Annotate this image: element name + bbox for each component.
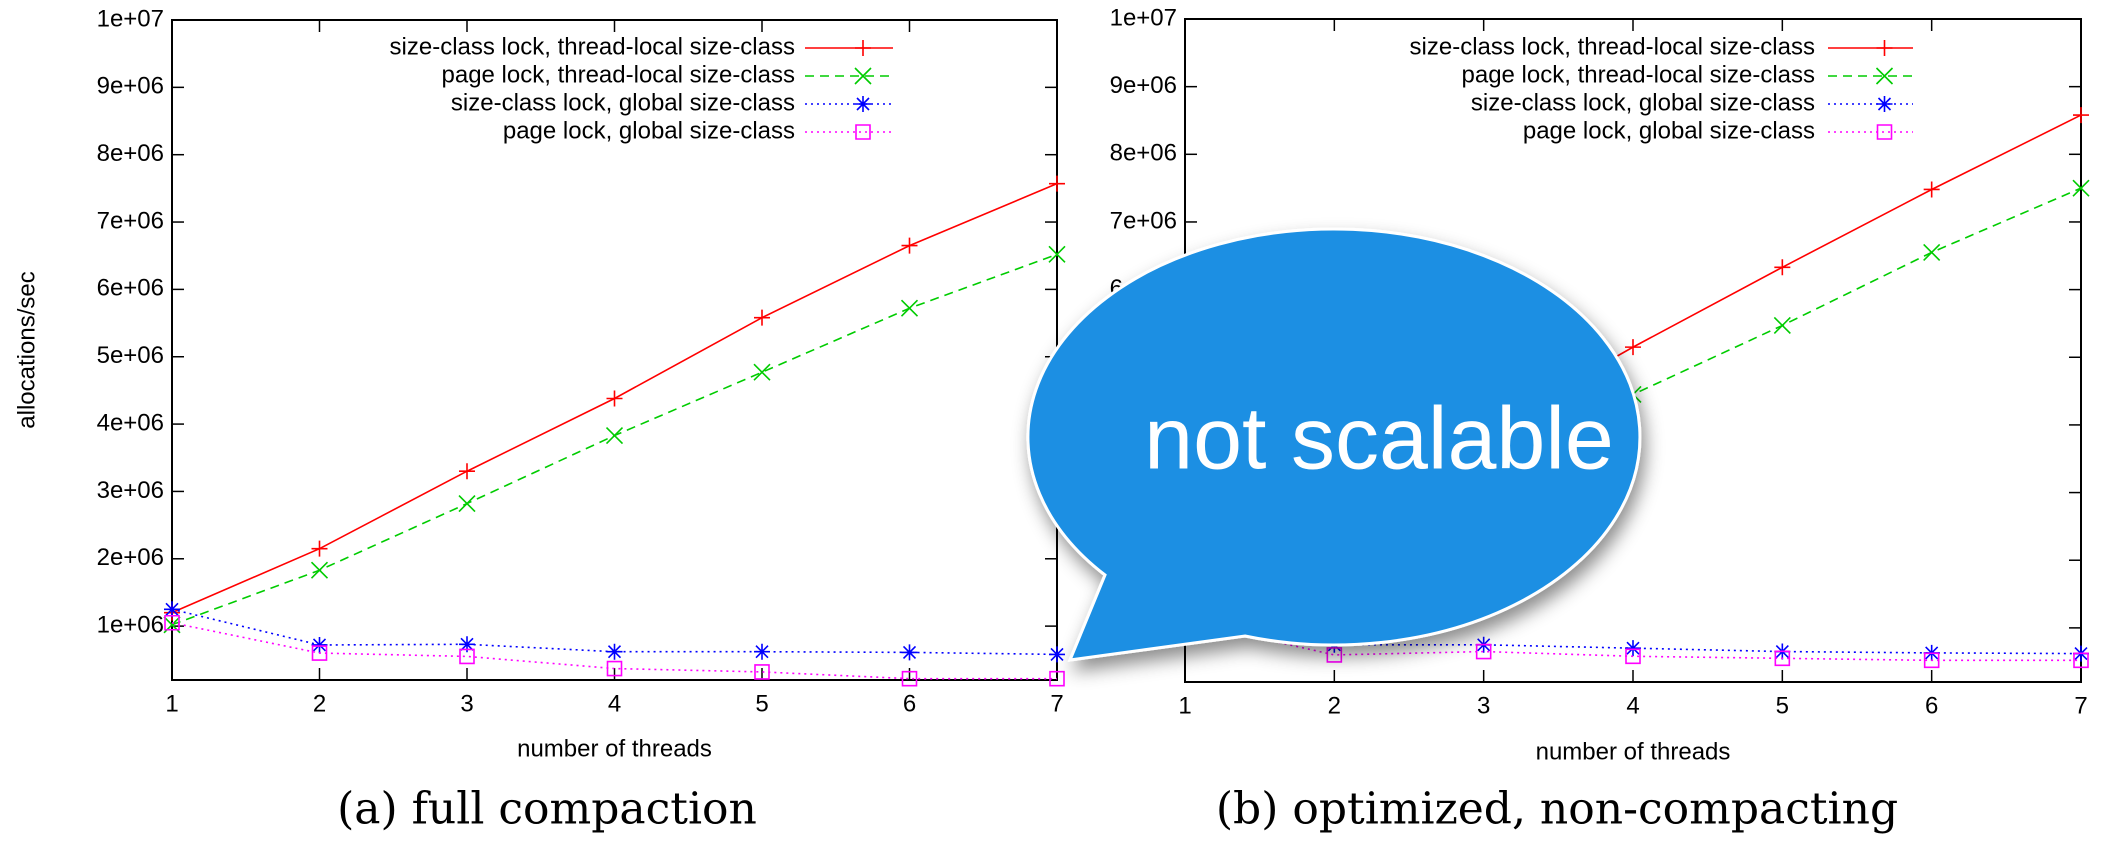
x-tick-label: 7 bbox=[2074, 692, 2087, 719]
x-tick-label: 3 bbox=[1477, 692, 1490, 719]
y-tick-label: 6e+06 bbox=[97, 275, 164, 302]
caption: (a) full compaction bbox=[337, 784, 757, 835]
y-tick-label: 5e+06 bbox=[97, 342, 164, 369]
y-tick-label: 9e+06 bbox=[97, 73, 164, 100]
x-tick-label: 4 bbox=[1626, 692, 1639, 719]
series-line bbox=[172, 254, 1057, 624]
data-point bbox=[164, 601, 180, 617]
legend-marker bbox=[1877, 40, 1893, 56]
y-tick-label: 2e+06 bbox=[97, 544, 164, 571]
chart: 1e+06 2e+06 3e+06 4e+06 5e+06 6e+06 7e+06 8e+06… bbox=[13, 5, 1065, 834]
data-point bbox=[1049, 176, 1065, 192]
caption: (b) optimized, non-compacting bbox=[1216, 784, 1898, 835]
data-point bbox=[607, 390, 623, 406]
data-point bbox=[902, 300, 918, 316]
data-point bbox=[902, 238, 918, 254]
legend-marker bbox=[856, 125, 870, 139]
data-point bbox=[312, 541, 328, 557]
legend-marker bbox=[855, 40, 871, 56]
y-tick-label: 4e+06 bbox=[97, 409, 164, 436]
callout-text: not scalable bbox=[1144, 388, 1614, 487]
x-tick-label: 6 bbox=[1925, 692, 1938, 719]
data-point bbox=[1774, 259, 1790, 275]
data-point bbox=[1625, 339, 1641, 355]
y-tick-label: 1e+06 bbox=[97, 611, 164, 638]
data-point bbox=[312, 637, 328, 653]
legend-label: page lock, thread-local size-class bbox=[1462, 61, 1816, 88]
data-point bbox=[902, 644, 918, 660]
x-tick-label: 6 bbox=[903, 690, 916, 717]
legend-label: page lock, global size-class bbox=[503, 117, 795, 144]
data-point bbox=[754, 310, 770, 326]
y-tick-label: 1e+07 bbox=[1110, 4, 1177, 31]
legend-label: page lock, global size-class bbox=[1523, 117, 1815, 144]
data-point bbox=[1774, 317, 1790, 333]
x-axis-label: number of threads bbox=[517, 735, 712, 762]
legend-marker bbox=[855, 96, 871, 112]
y-tick-label: 8e+06 bbox=[1110, 140, 1177, 167]
x-tick-label: 3 bbox=[460, 690, 473, 717]
x-tick-label: 5 bbox=[1776, 692, 1789, 719]
x-tick-label: 2 bbox=[313, 690, 326, 717]
data-point bbox=[754, 644, 770, 660]
y-tick-label: 3e+06 bbox=[97, 477, 164, 504]
data-point bbox=[312, 562, 328, 578]
data-point bbox=[607, 428, 623, 444]
x-tick-label: 1 bbox=[165, 690, 178, 717]
y-tick-label: 8e+06 bbox=[97, 140, 164, 167]
y-tick-label: 7e+06 bbox=[97, 207, 164, 234]
data-point bbox=[459, 463, 475, 479]
legend-marker bbox=[1877, 96, 1893, 112]
y-tick-label: 1e+07 bbox=[97, 5, 164, 32]
y-tick-label: 7e+06 bbox=[1110, 207, 1177, 234]
x-tick-label: 4 bbox=[608, 690, 621, 717]
legend-label: page lock, thread-local size-class bbox=[442, 61, 796, 88]
legend-label: size-class lock, thread-local size-class bbox=[390, 33, 795, 60]
data-point bbox=[2073, 107, 2089, 123]
x-tick-label: 1 bbox=[1178, 692, 1191, 719]
figure: 1e+06 2e+06 3e+06 4e+06 5e+06 6e+06 7e+06 8e+06… bbox=[0, 0, 2105, 843]
data-point bbox=[459, 496, 475, 512]
y-tick-label: 9e+06 bbox=[1110, 72, 1177, 99]
x-axis-label: number of threads bbox=[1536, 738, 1731, 765]
legend-label: size-class lock, global size-class bbox=[451, 89, 795, 116]
data-point bbox=[1625, 640, 1641, 656]
legend-label: size-class lock, thread-local size-class bbox=[1410, 33, 1815, 60]
x-tick-label: 2 bbox=[1328, 692, 1341, 719]
data-point bbox=[1924, 244, 1940, 260]
x-tick-label: 5 bbox=[755, 690, 768, 717]
legend-label: size-class lock, global size-class bbox=[1471, 89, 1815, 116]
data-point bbox=[1049, 646, 1065, 662]
y-axis-label: allocations/sec bbox=[13, 271, 40, 428]
x-tick-label: 7 bbox=[1050, 690, 1063, 717]
data-point bbox=[754, 364, 770, 380]
data-point bbox=[607, 644, 623, 660]
data-point bbox=[1924, 181, 1940, 197]
